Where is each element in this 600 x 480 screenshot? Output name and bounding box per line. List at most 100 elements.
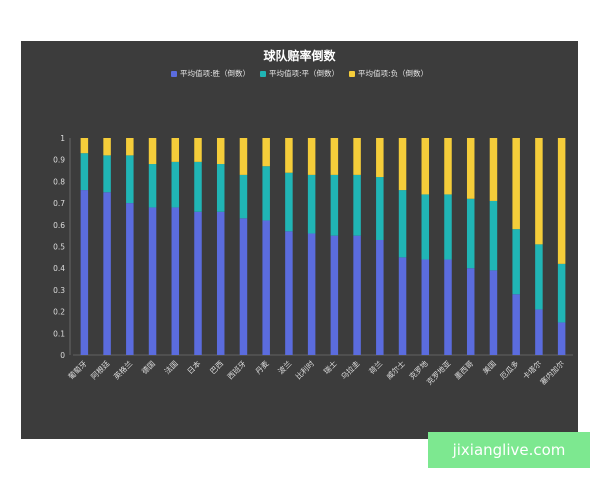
bar-segment: [171, 207, 180, 355]
bar-segment: [148, 207, 157, 355]
bar-segment: [512, 229, 520, 295]
legend-swatch-draw: [259, 70, 266, 77]
bar-segment: [171, 138, 180, 162]
legend-label-draw: 平均值项:平（倒数）: [268, 69, 340, 78]
bar-segment: [466, 198, 475, 269]
bar-segment: [262, 220, 270, 355]
y-tick-label: 0.7: [53, 199, 65, 208]
legend-swatch-loss: [349, 70, 356, 77]
bar-segment: [239, 174, 248, 219]
bar-segment: [307, 174, 316, 234]
bar-segment: [307, 233, 316, 355]
bar-segment: [194, 161, 202, 212]
bar-segment: [171, 161, 180, 208]
bar-segment: [421, 194, 430, 260]
x-tick-label: 乌拉圭: [339, 358, 362, 381]
bar-segment: [557, 263, 566, 323]
bar-segment: [262, 138, 270, 167]
bar-segment: [444, 138, 452, 195]
bar-segment: [466, 268, 475, 355]
bar-segment: [557, 138, 566, 264]
bar-segment: [103, 155, 111, 193]
bar-segment: [80, 153, 89, 191]
y-tick-label: 0.4: [53, 264, 65, 273]
bar-segment: [239, 138, 248, 175]
bar-segment: [262, 166, 270, 221]
y-tick-label: 0.5: [53, 243, 65, 252]
y-tick-label: 0.2: [53, 308, 65, 317]
stacked-bar-plot: 0 0.1 0.2 0.3 0.4 0.5 0.6 0.7 0.8 0.9 1 葡萄牙 阿根廷 英格兰 德国…: [53, 134, 573, 387]
legend-item-win[interactable]: 平均值项:胜（倒数）: [170, 68, 250, 79]
bar-segment: [353, 174, 361, 236]
x-tick-label: 波兰: [276, 358, 294, 376]
bar-segment: [444, 194, 452, 260]
x-tick-label: 瑞士: [321, 358, 339, 376]
bar-segment: [421, 138, 430, 195]
x-tick-label: 威尔士: [384, 358, 407, 381]
y-tick-label: 1: [60, 134, 65, 143]
y-tick-label: 0.1: [53, 329, 65, 338]
x-tick-label: 德国: [139, 358, 157, 376]
bar-segment: [489, 138, 498, 201]
bar-segment: [489, 200, 498, 271]
x-tick-label: 日本: [185, 358, 203, 376]
x-tick-label: 比利时: [293, 358, 316, 381]
bar-segment: [216, 211, 225, 355]
bar-segment: [557, 322, 566, 355]
x-tick-label: 西班牙: [225, 358, 248, 381]
chart-legend: 平均值项:胜（倒数） 平均值项:平（倒数） 平均值项:负（倒数）: [21, 68, 578, 79]
legend-item-loss[interactable]: 平均值项:负（倒数）: [349, 68, 428, 79]
bar-segment: [80, 138, 89, 154]
y-tick-label: 0.8: [53, 177, 65, 186]
x-tick-label: 巴西: [208, 359, 225, 376]
chart-panel: 球队赔率倒数 平均值项:胜（倒数） 平均值项:平（倒数） 平均值项:负（倒数） …: [21, 41, 578, 439]
bar-segment: [194, 211, 202, 355]
legend-label-loss: 平均值项:负（倒数）: [358, 69, 429, 78]
bar-segment: [512, 138, 520, 230]
bar-segment: [239, 218, 248, 355]
legend-label-win: 平均值项:胜（倒数）: [179, 69, 250, 78]
bar-segment: [398, 190, 407, 258]
bar-segment: [535, 244, 543, 310]
x-tick-label: 阿根廷: [89, 358, 112, 381]
x-tick-label: 美国: [480, 358, 498, 376]
bar-segment: [285, 172, 293, 232]
bar-segment: [535, 309, 543, 355]
x-tick-label: 荷兰: [367, 358, 385, 376]
x-tick-label: 法国: [162, 358, 180, 376]
bar-segment: [535, 138, 543, 245]
x-tick-label: 厄瓜多: [498, 358, 521, 381]
bar-segment: [285, 231, 293, 355]
bar-segment: [398, 138, 407, 191]
bar-segment: [216, 138, 225, 165]
bar-segment: [421, 259, 430, 355]
watermark: jixianglive.com: [428, 432, 590, 468]
bar-segment: [376, 177, 384, 240]
y-tick-label: 0.6: [53, 221, 65, 230]
y-tick-label: 0.9: [53, 156, 65, 165]
bar-segment: [126, 138, 134, 156]
x-tick-label: 塞内加尔: [538, 358, 567, 387]
bar-segment: [103, 138, 111, 156]
bar-segment: [353, 138, 361, 175]
bar-segment: [103, 192, 111, 355]
x-tick-label: 葡萄牙: [66, 358, 89, 381]
bar-segment: [330, 235, 339, 355]
legend-item-draw[interactable]: 平均值项:平（倒数）: [259, 68, 340, 79]
bar-segment: [80, 190, 89, 355]
bar-segment: [466, 138, 475, 199]
bar-segment: [489, 270, 498, 355]
bar-segment: [285, 138, 293, 173]
bar-segment: [307, 138, 316, 175]
bar-segment: [512, 294, 520, 355]
bar-segment: [376, 138, 384, 178]
bar-segment: [126, 203, 134, 355]
bar-segment: [353, 235, 361, 355]
bar-segment: [398, 257, 407, 355]
bar-segment: [444, 259, 452, 355]
x-tick-label: 英格兰: [111, 358, 134, 381]
bar-segment: [376, 239, 384, 355]
bar-segment: [148, 164, 157, 208]
x-tick-label: 墨西哥: [453, 359, 476, 382]
bar-segment: [216, 164, 225, 212]
